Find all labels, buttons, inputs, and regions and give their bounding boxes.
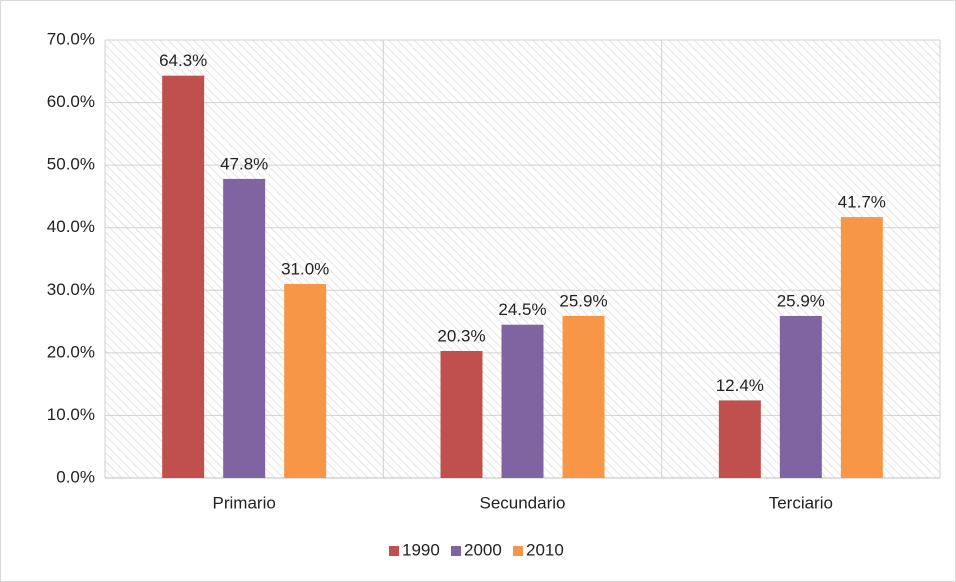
bar: [840, 217, 883, 478]
y-tick-label: 30.0%: [47, 280, 95, 299]
y-tick-label: 10.0%: [47, 405, 95, 424]
y-tick-label: 0.0%: [56, 467, 95, 486]
data-label: 41.7%: [838, 193, 886, 212]
data-label: 47.8%: [220, 154, 268, 173]
data-label: 20.3%: [437, 326, 485, 345]
bar: [284, 284, 327, 478]
data-label: 64.3%: [159, 51, 207, 70]
bar: [562, 315, 605, 478]
data-label: 25.9%: [559, 291, 607, 310]
bar: [501, 324, 544, 478]
data-label: 31.0%: [281, 260, 329, 279]
legend-label: 2000: [464, 540, 502, 559]
bar: [440, 350, 483, 478]
x-tick-label: Terciario: [769, 493, 833, 512]
bar: [779, 315, 822, 478]
legend-swatch: [451, 546, 461, 556]
legend-label: 2010: [526, 540, 564, 559]
legend-swatch: [513, 546, 523, 556]
y-tick-label: 70.0%: [47, 29, 95, 48]
legend-label: 1990: [402, 540, 440, 559]
data-label: 25.9%: [777, 291, 825, 310]
data-label: 24.5%: [498, 300, 546, 319]
data-label: 12.4%: [716, 376, 764, 395]
x-tick-label: Primario: [213, 493, 276, 512]
bar: [223, 178, 266, 478]
legend-swatch: [389, 546, 399, 556]
y-tick-label: 40.0%: [47, 217, 95, 236]
y-tick-label: 50.0%: [47, 155, 95, 174]
bar: [162, 75, 205, 478]
y-tick-label: 60.0%: [47, 92, 95, 111]
x-tick-label: Secundario: [479, 493, 565, 512]
bar: [718, 400, 761, 478]
y-tick-label: 20.0%: [47, 342, 95, 361]
